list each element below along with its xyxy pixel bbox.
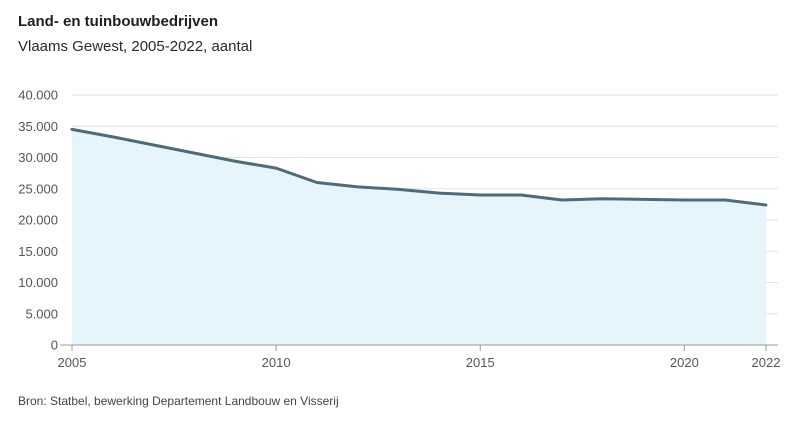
x-axis-ticks: 2005 2010 2015 2020 2022: [58, 345, 781, 370]
chart-title: Land- en tuinbouwbedrijven: [18, 13, 218, 30]
series-line: [70, 127, 768, 207]
y-tick-label: 35.000: [18, 119, 58, 134]
y-tick-label: 40.000: [18, 88, 58, 103]
y-tick-label: 30.000: [18, 150, 58, 165]
y-tick-label: 25.000: [18, 181, 58, 196]
y-tick-label: 10.000: [18, 275, 58, 290]
x-tick-label: 2015: [466, 355, 495, 370]
area-layer: [70, 127, 768, 345]
y-tick-label: 20.000: [18, 213, 58, 228]
y-tick-label: 15.000: [18, 244, 58, 259]
y-axis-ticks: 0 5.000 10.000 15.000 20.000 25.000 30.000 35.0…: [18, 88, 58, 353]
x-tick-label: 2010: [262, 355, 291, 370]
x-tick-label: 2020: [670, 355, 699, 370]
x-tick-label: 2005: [58, 355, 87, 370]
y-tick-label: 5.000: [25, 306, 58, 321]
y-tick-label: 0: [51, 338, 58, 353]
chart-subtitle: Vlaams Gewest, 2005-2022, aantal: [18, 38, 253, 55]
x-tick-label: 2022: [752, 355, 781, 370]
area-fill: [72, 129, 766, 345]
source-note: Bron: Statbel, bewerking Departement Lan…: [18, 394, 339, 408]
